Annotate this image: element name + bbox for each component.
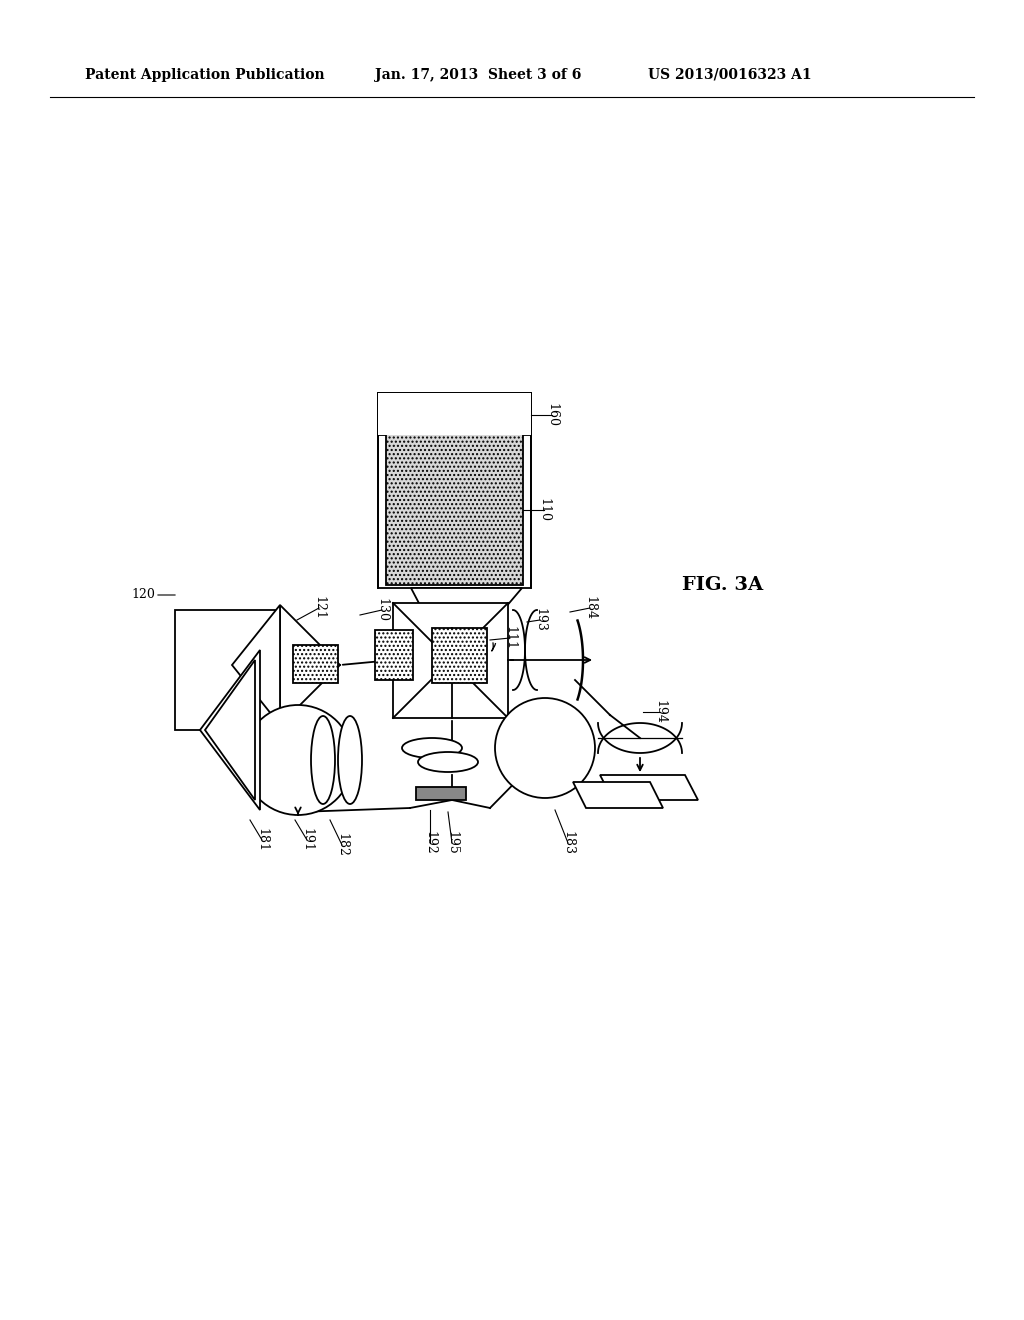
Bar	[175, 610, 275, 730]
Polygon shape	[200, 649, 260, 810]
Ellipse shape	[402, 738, 462, 758]
Ellipse shape	[338, 715, 362, 804]
Text: US 2013/0016323 A1: US 2013/0016323 A1	[648, 69, 812, 82]
Text: 111: 111	[504, 626, 516, 649]
Text: 192: 192	[424, 832, 436, 855]
Polygon shape	[232, 605, 280, 725]
Text: Jan. 17, 2013  Sheet 3 of 6: Jan. 17, 2013 Sheet 3 of 6	[375, 69, 582, 82]
Text: 183: 183	[561, 832, 574, 855]
Ellipse shape	[311, 715, 335, 804]
Polygon shape	[600, 775, 698, 800]
Text: 160: 160	[546, 403, 558, 426]
Bar	[293, 645, 338, 682]
Polygon shape	[280, 605, 340, 725]
Polygon shape	[573, 781, 663, 808]
Polygon shape	[411, 587, 522, 628]
Text: 182: 182	[336, 833, 348, 857]
Text: 194: 194	[653, 700, 667, 723]
Bar	[416, 787, 466, 800]
Ellipse shape	[243, 705, 353, 814]
Text: 195: 195	[445, 832, 459, 855]
Ellipse shape	[418, 752, 478, 772]
Text: 191: 191	[300, 828, 313, 851]
Text: 110: 110	[538, 498, 551, 521]
Bar	[375, 630, 413, 680]
Bar	[393, 603, 508, 718]
Text: 121: 121	[312, 597, 326, 620]
Text: Patent Application Publication: Patent Application Publication	[85, 69, 325, 82]
Text: 193: 193	[534, 609, 547, 632]
Ellipse shape	[495, 698, 595, 799]
Polygon shape	[205, 660, 255, 800]
Text: 130: 130	[376, 598, 388, 622]
Text: 120: 120	[131, 589, 155, 602]
Text: 181: 181	[256, 828, 268, 851]
Bar	[432, 628, 487, 682]
Bar	[378, 393, 531, 436]
Bar	[378, 393, 531, 587]
Bar	[386, 433, 523, 585]
Text: FIG. 3A: FIG. 3A	[682, 576, 763, 594]
Text: 184: 184	[584, 597, 597, 620]
